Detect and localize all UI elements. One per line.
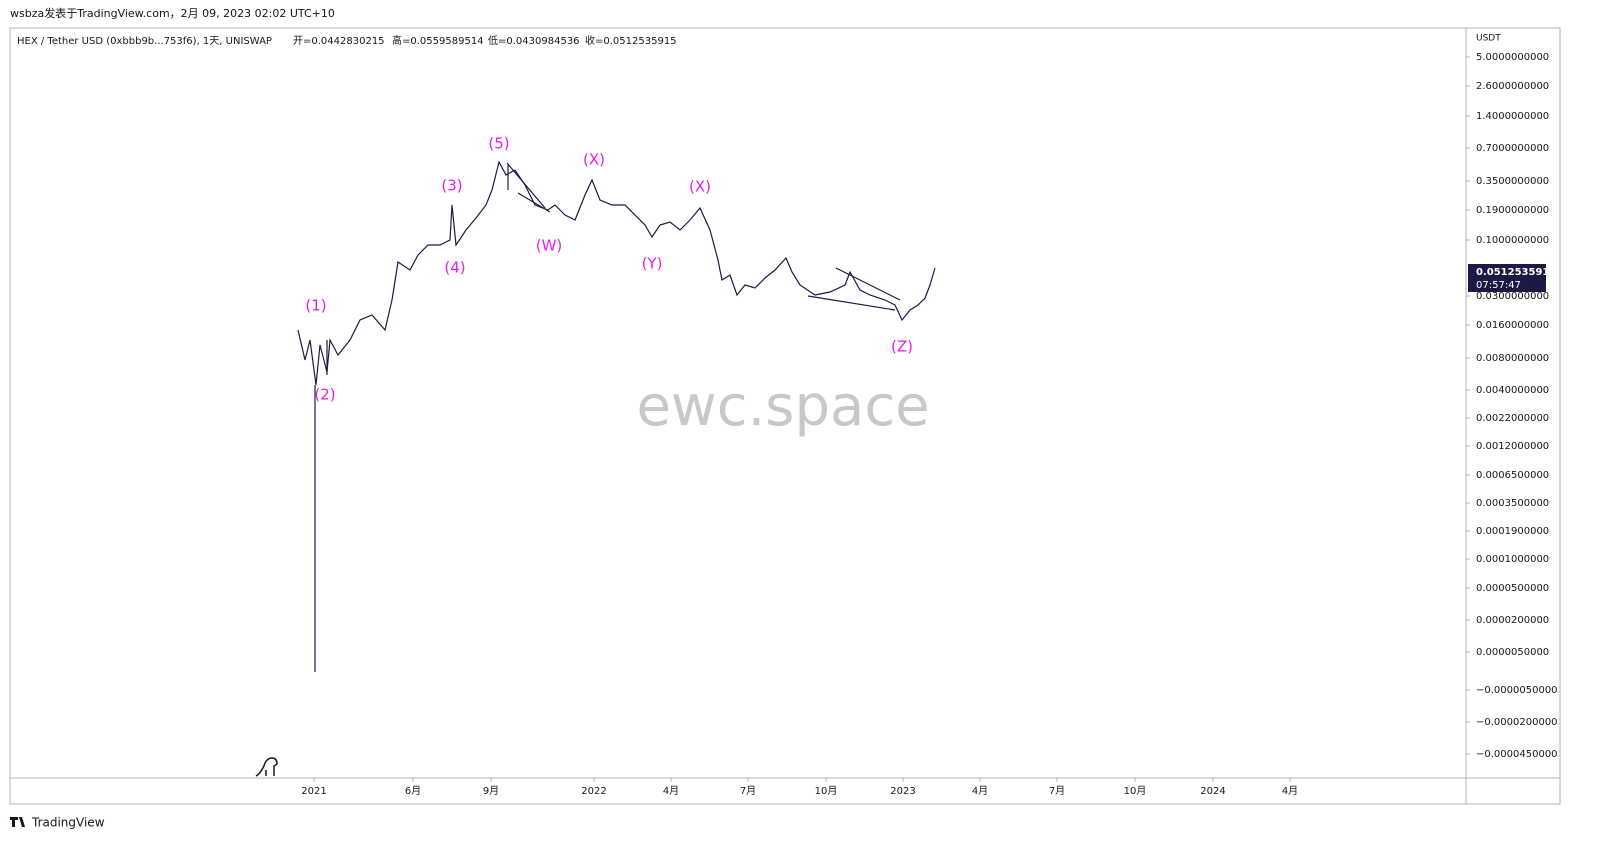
time-label: 6月 xyxy=(405,785,421,797)
price-label: 0.0006500000 xyxy=(1476,470,1549,481)
price-label: 0.1900000000 xyxy=(1476,205,1549,216)
wave-label: (1) xyxy=(305,297,326,315)
price-line xyxy=(297,160,936,386)
price-label: −0.0000450000 xyxy=(1476,749,1558,760)
legend-low: 低=0.0430984536 xyxy=(488,34,580,47)
brand-name: TradingView xyxy=(31,816,105,830)
legend-high: 高=0.0559589514 xyxy=(392,34,484,47)
price-label: 2.6000000000 xyxy=(1476,81,1549,92)
price-label: 0.0012000000 xyxy=(1476,441,1549,452)
wave-label: (4) xyxy=(444,259,465,277)
badge-price: 0.0512535915 xyxy=(1476,267,1556,278)
price-label: 0.0022000000 xyxy=(1476,413,1549,424)
price-label: 0.0080000000 xyxy=(1476,353,1549,364)
chart-frame xyxy=(9,27,1561,805)
badge-countdown: 07:57:47 xyxy=(1476,280,1521,291)
legend-close: 收=0.0512535915 xyxy=(585,34,677,47)
price-label: 0.0001000000 xyxy=(1476,554,1549,565)
time-label: 4月 xyxy=(972,785,988,797)
trendline xyxy=(835,267,901,301)
time-label: 10月 xyxy=(815,785,838,797)
price-label: 0.0000500000 xyxy=(1476,583,1549,594)
price-label: 0.1000000000 xyxy=(1476,235,1549,246)
price-label: 1.4000000000 xyxy=(1476,111,1549,122)
price-label: 5.0000000000 xyxy=(1476,52,1549,63)
brand: TradingView xyxy=(10,816,105,830)
trendline xyxy=(807,295,896,311)
time-label: 2024 xyxy=(1200,786,1225,797)
time-label: 10月 xyxy=(1124,785,1147,797)
wave-label: (3) xyxy=(441,177,462,195)
time-label: 9月 xyxy=(483,785,499,797)
price-label: 0.0160000000 xyxy=(1476,320,1549,331)
wave-label: (W) xyxy=(536,237,563,255)
trendline xyxy=(517,192,551,213)
header-title: wsbza发表于TradingView.com，2月 09, 2023 02:0… xyxy=(10,6,335,20)
wave-label: (5) xyxy=(488,135,509,153)
wave-label: (X) xyxy=(689,178,711,196)
price-label: 0.0300000000 xyxy=(1476,291,1549,302)
price-label: −0.0000050000 xyxy=(1476,685,1558,696)
price-label: 0.0001900000 xyxy=(1476,526,1549,537)
watermark: ewc.space xyxy=(636,374,929,439)
price-label: 0.0000200000 xyxy=(1476,615,1549,626)
price-label: 0.3500000000 xyxy=(1476,176,1549,187)
price-label: 0.0040000000 xyxy=(1476,385,1549,396)
price-unit: USDT xyxy=(1476,34,1501,44)
wave-label: (2) xyxy=(314,386,335,404)
price-badge xyxy=(1468,264,1546,292)
wave-label: (Z) xyxy=(891,338,913,356)
time-label: 7月 xyxy=(1049,785,1065,797)
time-label: 2022 xyxy=(581,786,606,797)
price-label: 0.0000050000 xyxy=(1476,647,1549,658)
time-label: 2023 xyxy=(890,786,915,797)
price-label: −0.0000200000 xyxy=(1476,717,1558,728)
time-label: 4月 xyxy=(1282,785,1298,797)
time-label: 7月 xyxy=(740,785,756,797)
dino-icon xyxy=(255,757,278,777)
price-label: 0.7000000000 xyxy=(1476,143,1549,154)
time-label: 4月 xyxy=(663,785,679,797)
legend-open: 开=0.0442830215 xyxy=(293,36,385,47)
brand-logo xyxy=(10,817,25,827)
wave-label: (X) xyxy=(583,151,605,169)
time-label: 2021 xyxy=(301,786,326,797)
legend-symbol: HEX / Tether USD (0xbbb9b...753f6), 1天, … xyxy=(17,36,272,47)
wave-label: (Y) xyxy=(642,255,663,273)
price-trace xyxy=(297,160,936,672)
price-label: 0.0003500000 xyxy=(1476,498,1549,509)
trendline xyxy=(506,162,546,209)
